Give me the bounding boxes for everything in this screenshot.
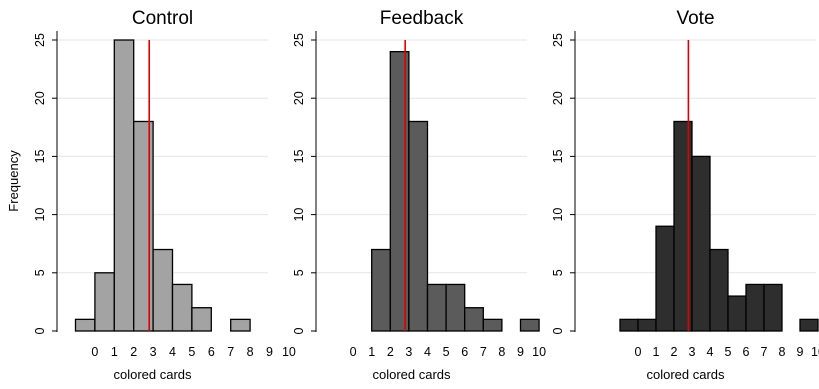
x-axis-label: colored cards (113, 367, 192, 382)
x-tick-label: 1 (368, 345, 375, 359)
y-tick-label: 5 (292, 269, 306, 276)
y-tick-label: 15 (33, 149, 47, 163)
bar-3 (133, 120, 154, 332)
x-tick-label: 0 (350, 345, 357, 359)
x-tick-label: 6 (461, 345, 468, 359)
y-tick-label: 25 (33, 33, 47, 47)
x-tick-label: 10 (532, 345, 546, 359)
bar-0 (619, 318, 639, 332)
y-tick-label: 10 (33, 208, 47, 222)
y-tick-label: 20 (551, 91, 565, 105)
bar-1 (94, 272, 115, 332)
x-tick-label: 8 (247, 345, 254, 359)
y-tick-label: 10 (551, 208, 565, 222)
x-tick-label: 9 (517, 345, 524, 359)
bar-5 (171, 283, 193, 332)
bar-8 (230, 318, 251, 332)
y-tick-label: 0 (551, 327, 565, 334)
bar-6 (727, 295, 747, 332)
x-tick-label: 5 (443, 345, 450, 359)
x-tick-label: 9 (266, 345, 273, 359)
bar-7 (464, 307, 484, 332)
bar-4 (691, 155, 711, 332)
y-tick-label: 15 (551, 149, 565, 163)
x-tick-label: 1 (111, 345, 118, 359)
x-axis-label: colored cards (646, 367, 725, 382)
x-tick-label: 6 (743, 345, 750, 359)
x-tick-label: 2 (671, 345, 678, 359)
bar-8 (763, 283, 783, 332)
x-tick-label: 2 (387, 345, 394, 359)
bar-10 (799, 318, 819, 332)
x-tick-label: 4 (424, 345, 431, 359)
bar-6 (191, 307, 212, 332)
bar-4 (152, 248, 174, 332)
bar-3 (673, 120, 693, 332)
panel-title: Vote (676, 8, 714, 29)
x-tick-label: 9 (797, 345, 804, 359)
y-axis-label: Frequency (6, 150, 21, 212)
bar-8 (482, 318, 503, 332)
panel-title: Feedback (380, 8, 464, 29)
y-tick-label: 25 (551, 33, 565, 47)
bar-4 (408, 120, 429, 332)
bar-2 (655, 225, 675, 332)
bar-10 (519, 318, 540, 332)
bar-5 (426, 283, 447, 332)
x-tick-label: 5 (725, 345, 732, 359)
bar-1 (637, 318, 657, 332)
x-tick-label: 7 (480, 345, 487, 359)
x-tick-label: 1 (653, 345, 660, 359)
x-tick-label: 7 (761, 345, 768, 359)
x-tick-label: 10 (282, 345, 296, 359)
panel-vote: 0510152025012345678910Votecolored cards (551, 8, 819, 382)
x-tick-label: 8 (779, 345, 786, 359)
bar-7 (745, 283, 765, 332)
y-tick-label: 5 (551, 269, 565, 276)
x-axis-label: colored cards (372, 367, 451, 382)
x-tick-label: 3 (405, 345, 412, 359)
panel-title: Control (132, 8, 193, 29)
x-tick-label: 10 (811, 345, 819, 359)
y-tick-label: 25 (292, 33, 306, 47)
bar-3 (389, 50, 410, 332)
x-tick-label: 0 (635, 345, 642, 359)
y-tick-label: 10 (292, 208, 306, 222)
x-tick-label: 8 (498, 345, 505, 359)
bar-2 (371, 248, 391, 332)
bar-0 (74, 318, 96, 332)
x-tick-label: 4 (707, 345, 714, 359)
y-tick-label: 20 (292, 91, 306, 105)
x-tick-label: 5 (188, 345, 195, 359)
x-tick-label: 7 (227, 345, 234, 359)
x-tick-label: 4 (169, 345, 176, 359)
x-tick-label: 2 (130, 345, 137, 359)
bar-6 (445, 283, 466, 332)
bar-5 (709, 248, 729, 332)
x-tick-label: 0 (91, 345, 98, 359)
y-tick-label: 0 (292, 327, 306, 334)
y-tick-label: 20 (33, 91, 47, 105)
y-tick-label: 0 (33, 327, 47, 334)
bar-2 (113, 39, 135, 332)
x-tick-label: 3 (689, 345, 696, 359)
y-tick-label: 5 (33, 269, 47, 276)
x-tick-label: 6 (208, 345, 215, 359)
y-tick-label: 15 (292, 149, 306, 163)
x-tick-label: 3 (150, 345, 157, 359)
